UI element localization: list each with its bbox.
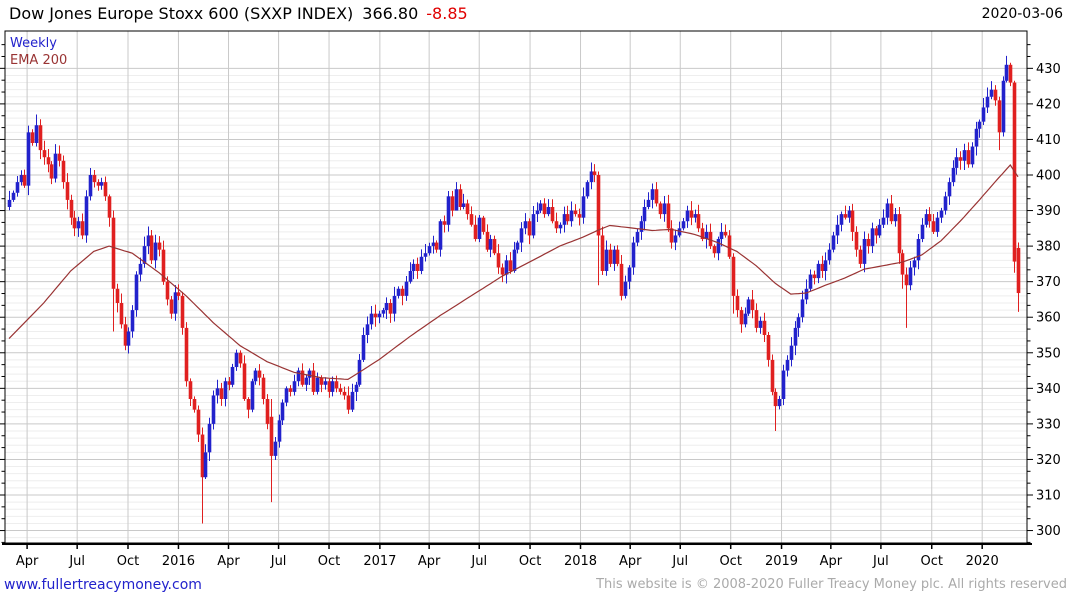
svg-text:310: 310 — [1036, 489, 1061, 504]
svg-text:Jul: Jul — [470, 554, 487, 569]
svg-text:2016: 2016 — [162, 554, 195, 569]
copyright-text: This website is © 2008-2020 Fuller Treac… — [596, 577, 1067, 592]
svg-text:340: 340 — [1036, 382, 1061, 397]
svg-text:Jul: Jul — [671, 554, 688, 569]
svg-text:400: 400 — [1036, 169, 1061, 184]
svg-text:Apr: Apr — [619, 554, 642, 569]
svg-text:420: 420 — [1036, 97, 1061, 112]
svg-text:320: 320 — [1036, 453, 1061, 468]
svg-text:Oct: Oct — [318, 554, 340, 569]
svg-text:Apr: Apr — [418, 554, 441, 569]
svg-text:Oct: Oct — [117, 554, 139, 569]
svg-text:Oct: Oct — [719, 554, 741, 569]
svg-text:2019: 2019 — [765, 554, 798, 569]
svg-text:360: 360 — [1036, 311, 1061, 326]
svg-text:2017: 2017 — [363, 554, 396, 569]
svg-text:Apr: Apr — [820, 554, 843, 569]
svg-text:410: 410 — [1036, 133, 1061, 148]
svg-text:Apr: Apr — [16, 554, 39, 569]
svg-text:2018: 2018 — [564, 554, 597, 569]
instrument-title: Dow Jones Europe Stoxx 600 (SXXP INDEX) — [9, 4, 354, 23]
svg-text:430: 430 — [1036, 62, 1061, 77]
legend-ema-label: EMA 200 — [10, 53, 68, 68]
svg-text:2020: 2020 — [966, 554, 999, 569]
legend-weekly-label: Weekly — [10, 36, 57, 51]
chart-date: 2020-03-06 — [981, 6, 1063, 22]
svg-text:Jul: Jul — [872, 554, 889, 569]
chart-header: Dow Jones Europe Stoxx 600 (SXXP INDEX) 3… — [9, 4, 468, 23]
svg-text:Oct: Oct — [519, 554, 541, 569]
svg-text:300: 300 — [1036, 524, 1061, 539]
svg-text:370: 370 — [1036, 275, 1061, 290]
site-link[interactable]: www.fullertreacymoney.com — [4, 577, 202, 593]
svg-text:380: 380 — [1036, 240, 1061, 255]
svg-text:Jul: Jul — [270, 554, 287, 569]
price-change: -8.85 — [426, 4, 468, 23]
svg-text:Oct: Oct — [920, 554, 942, 569]
svg-text:350: 350 — [1036, 346, 1061, 361]
svg-text:330: 330 — [1036, 417, 1061, 432]
svg-text:Jul: Jul — [68, 554, 85, 569]
svg-text:Apr: Apr — [217, 554, 240, 569]
last-price: 366.80 — [362, 4, 419, 23]
svg-text:390: 390 — [1036, 204, 1061, 219]
